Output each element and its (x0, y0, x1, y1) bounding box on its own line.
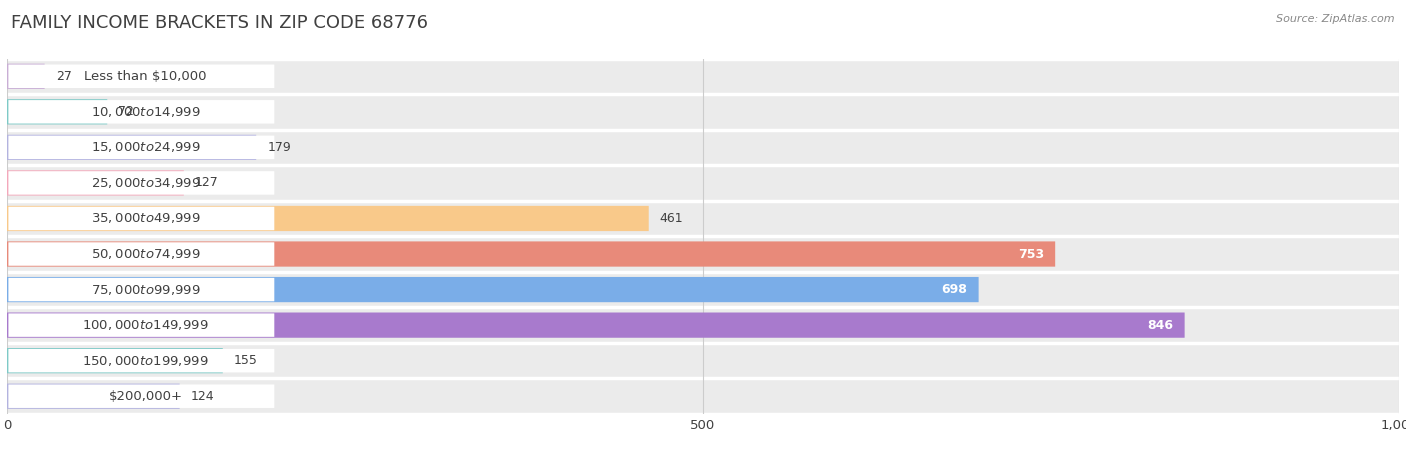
FancyBboxPatch shape (7, 165, 1399, 201)
FancyBboxPatch shape (8, 135, 274, 159)
Text: $50,000 to $74,999: $50,000 to $74,999 (91, 247, 201, 261)
FancyBboxPatch shape (8, 313, 274, 337)
FancyBboxPatch shape (8, 242, 274, 266)
Text: 72: 72 (118, 105, 134, 118)
Text: $75,000 to $99,999: $75,000 to $99,999 (91, 283, 201, 297)
FancyBboxPatch shape (7, 236, 1399, 272)
Text: $100,000 to $149,999: $100,000 to $149,999 (83, 318, 209, 332)
Text: 179: 179 (267, 141, 291, 154)
Text: 846: 846 (1147, 319, 1174, 332)
Text: $15,000 to $24,999: $15,000 to $24,999 (91, 140, 201, 154)
Text: 127: 127 (195, 176, 219, 189)
Text: 461: 461 (659, 212, 683, 225)
FancyBboxPatch shape (7, 272, 1399, 307)
Text: Source: ZipAtlas.com: Source: ZipAtlas.com (1277, 14, 1395, 23)
FancyBboxPatch shape (7, 201, 1399, 236)
FancyBboxPatch shape (8, 171, 274, 195)
FancyBboxPatch shape (7, 241, 1054, 267)
Text: $25,000 to $34,999: $25,000 to $34,999 (91, 176, 201, 190)
Text: FAMILY INCOME BRACKETS IN ZIP CODE 68776: FAMILY INCOME BRACKETS IN ZIP CODE 68776 (11, 14, 429, 32)
FancyBboxPatch shape (8, 384, 274, 408)
Text: Less than $10,000: Less than $10,000 (84, 70, 207, 83)
FancyBboxPatch shape (8, 100, 274, 124)
FancyBboxPatch shape (7, 312, 1185, 338)
FancyBboxPatch shape (7, 170, 184, 196)
Text: $35,000 to $49,999: $35,000 to $49,999 (91, 212, 201, 225)
FancyBboxPatch shape (7, 307, 1399, 343)
FancyBboxPatch shape (7, 135, 256, 160)
FancyBboxPatch shape (7, 343, 1399, 378)
Text: 27: 27 (56, 70, 72, 83)
FancyBboxPatch shape (7, 130, 1399, 165)
FancyBboxPatch shape (8, 278, 274, 302)
FancyBboxPatch shape (7, 63, 45, 89)
FancyBboxPatch shape (7, 206, 648, 231)
Text: 753: 753 (1018, 248, 1045, 261)
Text: $200,000+: $200,000+ (108, 390, 183, 403)
FancyBboxPatch shape (7, 99, 107, 125)
Text: $10,000 to $14,999: $10,000 to $14,999 (91, 105, 201, 119)
FancyBboxPatch shape (7, 383, 180, 409)
Text: 124: 124 (191, 390, 214, 403)
Text: 698: 698 (942, 283, 967, 296)
FancyBboxPatch shape (7, 94, 1399, 130)
Text: $150,000 to $199,999: $150,000 to $199,999 (83, 354, 209, 368)
FancyBboxPatch shape (7, 277, 979, 302)
FancyBboxPatch shape (7, 58, 1399, 94)
FancyBboxPatch shape (8, 207, 274, 230)
FancyBboxPatch shape (8, 349, 274, 373)
FancyBboxPatch shape (7, 378, 1399, 414)
Text: 155: 155 (233, 354, 257, 367)
FancyBboxPatch shape (8, 64, 274, 88)
FancyBboxPatch shape (7, 348, 222, 374)
